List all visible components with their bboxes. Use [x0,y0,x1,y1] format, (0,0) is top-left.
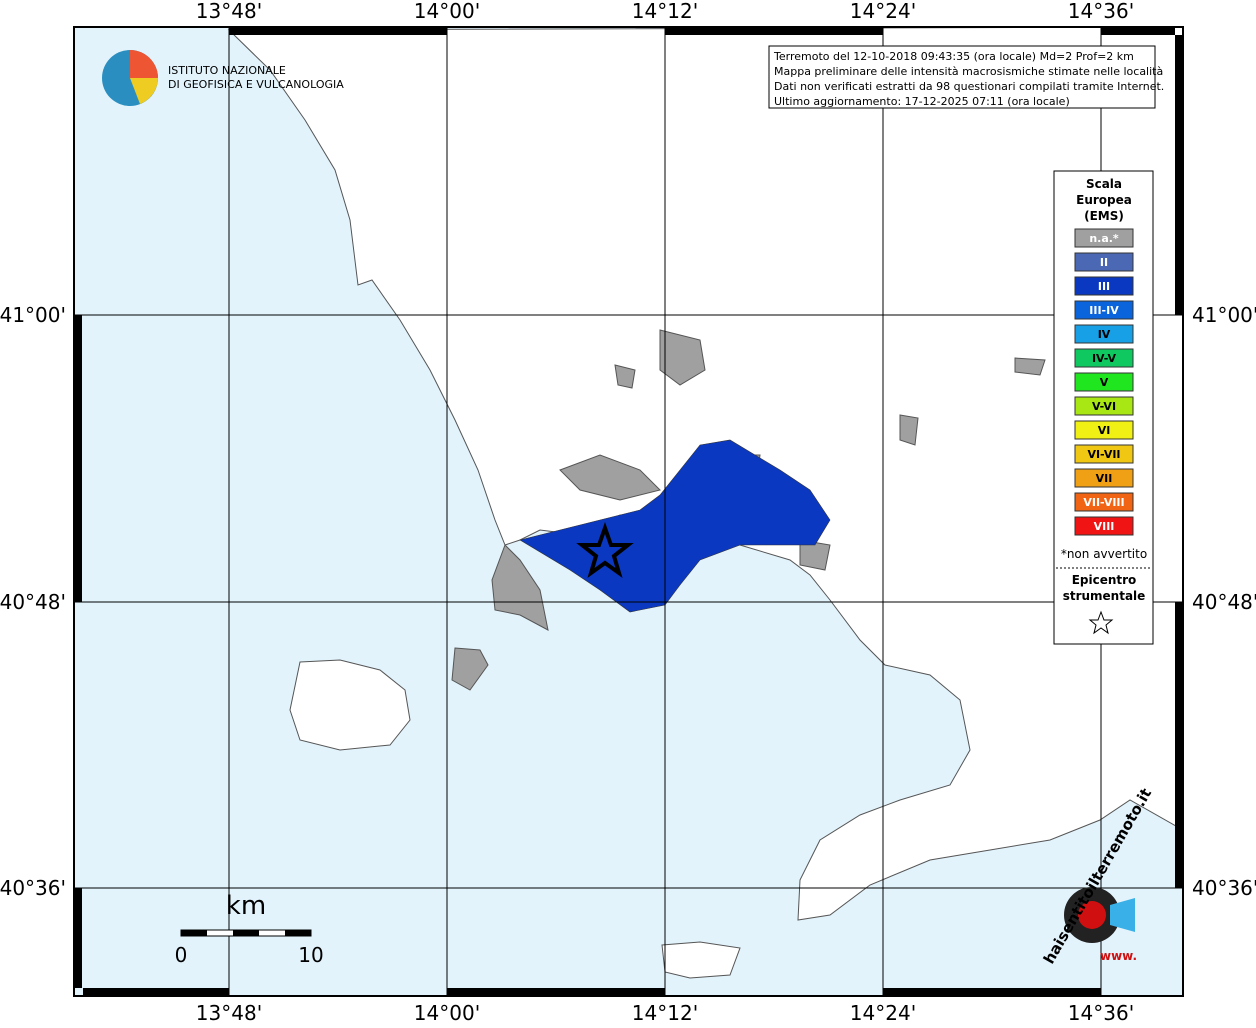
logo-sector [130,50,158,78]
site-logo-dot [1078,901,1106,929]
legend-swatch [1074,276,1134,296]
legend-title: Scala [1086,177,1122,191]
legend-swatch [1074,252,1134,272]
lat-label: 40°36' [0,876,66,900]
info-lines: Terremoto del 12-10-2018 09:43:35 (ora l… [773,50,1164,108]
lon-label: 14°12' [632,0,698,23]
info-line: Mappa preliminare delle intensità macros… [774,65,1163,78]
scale-end: 10 [298,943,323,967]
legend-label: VI-VII [1087,448,1120,461]
border-seg [1101,27,1175,35]
legend-label: II [1100,256,1108,269]
legend-swatch [1074,300,1134,320]
border-seg [1175,35,1183,315]
lon-label: 13°48' [196,1001,262,1024]
legend-label: IV [1098,328,1111,341]
frame-border [74,27,1183,996]
border-seg [229,27,447,35]
lon-label: 13°48' [196,0,262,23]
border-seg [83,988,229,996]
border-seg [74,888,82,988]
lon-label: 14°36' [1068,0,1134,23]
epicentre-label: Epicentro [1072,573,1137,587]
logo-text: DI GEOFISICA E VULCANOLOGIA [168,78,344,91]
lon-label: 14°00' [414,0,480,23]
legend-label: VIII [1094,520,1115,533]
legend-label: III [1098,280,1110,293]
epicentre-star [576,521,634,578]
graticule [74,27,1183,996]
lon-label: 14°12' [632,1001,698,1024]
scale-seg [233,930,259,936]
legend-swatch [1074,468,1134,488]
lon-label: 14°24' [850,0,916,23]
legend-label: VII-VIII [1083,496,1124,509]
felt-area-grey [491,329,1046,631]
site-www: www. [1100,949,1137,963]
scale-seg [285,930,311,936]
logo-sector [130,78,158,104]
ingv-logo: ISTITUTO NAZIONALE DI GEOFISICA E VULCAN… [102,50,344,106]
legend-swatch [1074,324,1134,344]
legend-swatch [1074,420,1134,440]
legend-label: V-VI [1092,400,1116,413]
legend-swatch [1074,492,1134,512]
legend-swatch [1074,348,1134,368]
legend-label: VI [1098,424,1111,437]
scale-seg [181,930,207,936]
info-line: Terremoto del 12-10-2018 09:43:35 (ora l… [773,50,1134,63]
legend-title: (EMS) [1084,209,1124,223]
legend-label: III-IV [1089,304,1119,317]
lat-label: 40°48' [0,590,66,614]
lat-label: 40°48' [1192,590,1256,614]
scale-start: 0 [175,943,188,967]
legend-label: VII [1096,472,1113,485]
ischia [289,659,411,751]
legend-title: Europea [1076,193,1132,207]
lon-label: 14°36' [1068,1001,1134,1024]
info-line: Ultimo aggiornamento: 17-12-2025 07:11 (… [774,95,1070,108]
legend-swatch [1074,396,1134,416]
border-seg [665,27,883,35]
epicentre-symbol [1088,610,1114,635]
scale-bar: km 0 10 [175,891,324,967]
lon-label: 14°24' [850,1001,916,1024]
legend-label: n.a.* [1089,232,1119,245]
scale-unit: km [226,891,266,921]
border-seg [1175,602,1183,888]
info-line: Dati non verificati estratti da 98 quest… [774,80,1164,93]
legend: ScalaEuropea(EMS)n.a.*IIIIIIII-IVIVIV-VV… [1056,177,1151,635]
lon-label: 14°00' [414,1001,480,1024]
legend-label: V [1100,376,1109,389]
lat-label: 41°00' [1192,303,1256,327]
procida [451,647,489,691]
legend-swatch [1074,516,1134,536]
logo-text: ISTITUTO NAZIONALE [168,64,286,77]
site-logo-horn [1110,898,1135,932]
capri [661,941,741,979]
info-box [768,45,1156,109]
legend-label: IV-V [1092,352,1117,365]
epicentre-label: strumentale [1063,589,1146,603]
legend-swatch [1074,228,1134,248]
legend-swatch [1074,444,1134,464]
border-seg [883,988,1101,996]
border-seg [447,988,665,996]
legend-swatch [1074,372,1134,392]
lat-label: 40°36' [1192,876,1256,900]
legend-note: *non avvertito [1061,547,1147,561]
border-seg [74,315,82,602]
lat-label: 41°00' [0,303,66,327]
